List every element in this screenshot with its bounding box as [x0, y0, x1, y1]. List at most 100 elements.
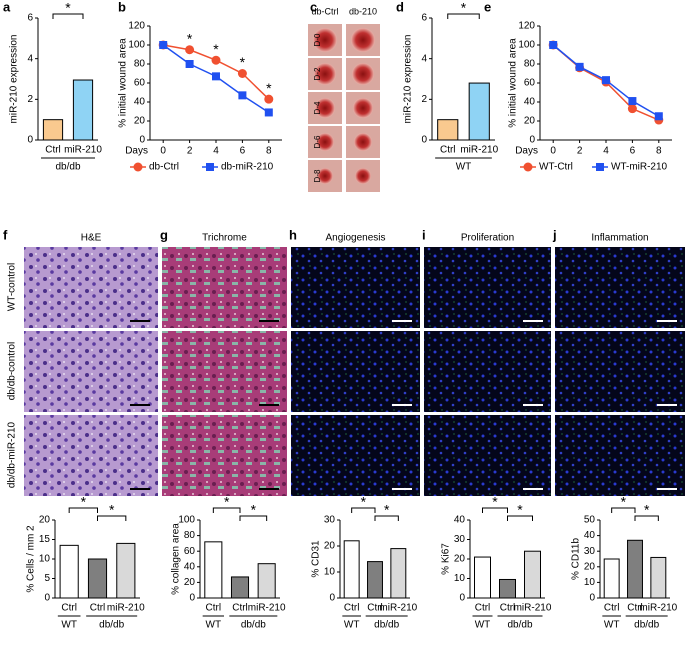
- y-tick-label: 0: [27, 135, 33, 146]
- sig-star: *: [621, 494, 627, 510]
- y-tick-label: 120: [128, 21, 145, 32]
- bar: [474, 556, 491, 599]
- micrograph: [24, 331, 158, 412]
- bar: [627, 539, 643, 599]
- legend-marker: [596, 163, 604, 171]
- sig-star: *: [65, 0, 71, 16]
- x-tick-label: 4: [213, 146, 219, 157]
- y-tick-label: 15: [39, 534, 51, 545]
- y-tick-label: 100: [518, 40, 535, 51]
- marker: [264, 94, 274, 104]
- column-label: db-Ctrl: [311, 6, 338, 16]
- y-tick-label: 80: [184, 530, 196, 541]
- y-tick-label: 20: [524, 116, 536, 127]
- micrograph: [555, 247, 685, 328]
- y-tick-label: 100: [178, 515, 195, 526]
- y-tick-label: 0: [529, 135, 535, 146]
- panel-title: Trichrome: [202, 233, 247, 244]
- micrograph: [555, 415, 685, 496]
- x-tick-label: Ctrl: [232, 603, 248, 614]
- y-axis-label: % CD31: [311, 540, 322, 578]
- x-tick-label: Ctrl: [604, 603, 620, 614]
- y-axis-label: % collagen area: [171, 523, 182, 595]
- x-tick-label: Ctrl: [500, 603, 516, 614]
- sig-bracket: [68, 507, 98, 513]
- y-tick-label: 0: [421, 135, 427, 146]
- y-tick-label: 20: [134, 116, 146, 127]
- x-tick-label: 0: [550, 146, 556, 157]
- row-label: D-2: [313, 67, 322, 80]
- column-label: db-210: [349, 6, 377, 16]
- bar: [468, 82, 490, 141]
- x-tick-label: Ctrl: [206, 603, 222, 614]
- sig-bracket: [507, 515, 533, 521]
- sig-star: *: [224, 494, 230, 510]
- marker: [628, 97, 637, 106]
- micrograph: [162, 415, 287, 496]
- micrograph: [424, 247, 551, 328]
- x-tick-label: miR-210: [514, 603, 552, 614]
- wound: [313, 28, 337, 52]
- marker: [264, 108, 273, 117]
- x-tick-label: miR-210: [64, 145, 102, 156]
- panel-label: a: [3, 0, 11, 14]
- legend-label: db-miR-210: [221, 162, 274, 173]
- sig-star: *: [644, 502, 650, 518]
- marker: [185, 45, 195, 55]
- bar: [650, 556, 667, 599]
- x-tick-label: 8: [266, 146, 272, 157]
- y-tick-label: 80: [524, 59, 536, 70]
- y-axis-label: % Ki67: [441, 543, 452, 575]
- bar: [390, 548, 407, 599]
- sig-star: *: [384, 502, 390, 518]
- micrograph: [291, 415, 420, 496]
- marker: [212, 72, 220, 81]
- x-tick-label: miR-210: [379, 603, 417, 614]
- y-tick-label: 60: [134, 78, 146, 89]
- marker: [237, 69, 247, 78]
- y-axis-label: % CD11b: [571, 538, 582, 580]
- marker: [602, 76, 610, 85]
- y-tick-label: 10: [324, 567, 336, 578]
- group-label: db/db: [241, 620, 266, 631]
- y-tick-label: 6: [27, 13, 33, 24]
- bar: [257, 563, 276, 599]
- group-label: db/db: [55, 162, 80, 173]
- bar: [230, 576, 250, 599]
- group-label: db/db: [374, 620, 399, 631]
- row-label: WT-control: [7, 263, 18, 311]
- y-tick-label: 2: [421, 94, 427, 105]
- marker: [238, 91, 247, 100]
- wound: [354, 133, 372, 151]
- y-tick-label: 40: [524, 97, 536, 108]
- x-tick-label: Ctrl: [61, 603, 77, 614]
- y-tick-label: 5: [44, 573, 50, 584]
- y-tick-label: 6: [421, 13, 427, 24]
- y-tick-label: 2: [27, 94, 33, 105]
- panel-label: e: [484, 0, 491, 14]
- y-tick-label: 0: [139, 135, 145, 146]
- x-tick-label: miR-210: [248, 603, 286, 614]
- y-tick-label: 30: [454, 534, 466, 545]
- x-tick-label: miR-210: [639, 603, 677, 614]
- bar: [367, 561, 383, 599]
- y-tick-label: 0: [329, 593, 335, 604]
- wound: [355, 168, 371, 184]
- y-axis-label: % initial wound area: [118, 38, 129, 128]
- y-axis-label: % initial wound area: [508, 38, 519, 128]
- sig-bracket: [634, 515, 659, 521]
- sig-bracket: [52, 13, 84, 19]
- sig-bracket: [611, 507, 636, 513]
- x-tick-label: Ctrl: [367, 603, 383, 614]
- panel-label: h: [289, 227, 297, 242]
- panel-title: Inflammation: [591, 233, 648, 244]
- y-tick-label: 100: [128, 40, 145, 51]
- group-label: WT: [456, 162, 472, 173]
- y-tick-label: 10: [39, 554, 51, 565]
- x-tick-label: miR-210: [460, 145, 498, 156]
- row-label: db/db-miR-210: [7, 421, 18, 488]
- y-tick-label: 40: [584, 530, 596, 541]
- bar: [116, 542, 136, 599]
- micrograph: [162, 247, 287, 328]
- y-tick-label: 0: [459, 593, 465, 604]
